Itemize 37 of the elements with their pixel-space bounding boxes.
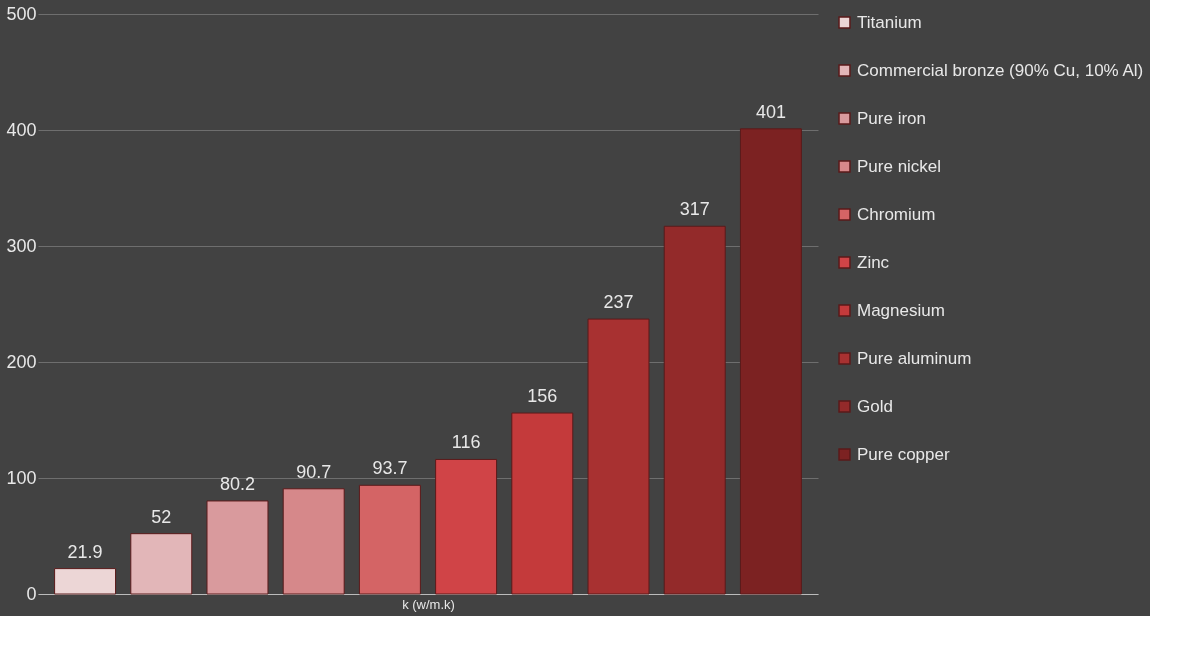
legend-label: Zinc xyxy=(857,252,890,272)
bar xyxy=(663,225,726,595)
legend-label: Titanium xyxy=(857,12,922,32)
legend-label: Magnesium xyxy=(857,300,945,320)
legend-label: Pure aluminum xyxy=(857,348,972,368)
bar xyxy=(435,458,498,595)
data-label: 52 xyxy=(151,506,172,527)
data-label: 317 xyxy=(679,199,710,220)
bar xyxy=(739,128,802,595)
data-label: 80.2 xyxy=(219,473,256,494)
bar xyxy=(511,412,574,595)
data-label: 237 xyxy=(603,292,634,313)
data-label: 156 xyxy=(527,386,558,407)
legend-label: Commercial bronze (90% Cu, 10% Al) xyxy=(857,60,1144,80)
bar xyxy=(282,488,345,595)
x-axis-title: k (w/m.k) xyxy=(402,596,455,612)
data-label: 90.7 xyxy=(296,461,332,482)
legend-label: Pure iron xyxy=(857,108,926,128)
data-label: 401 xyxy=(755,101,786,122)
bar xyxy=(358,484,421,595)
bar xyxy=(54,568,117,595)
y-tick-label: 300 xyxy=(6,235,37,256)
data-label: 93.7 xyxy=(372,458,408,479)
data-label: 116 xyxy=(451,432,481,453)
y-tick-label: 100 xyxy=(6,467,37,488)
y-tick-label: 400 xyxy=(6,119,37,140)
data-label: 21.9 xyxy=(67,541,103,562)
legend-label: Gold xyxy=(857,396,893,416)
legend-label: Pure nickel xyxy=(857,156,942,176)
bar xyxy=(587,318,650,595)
y-tick-label: 0 xyxy=(26,583,37,604)
legend-label: Chromium xyxy=(857,204,936,224)
y-tick-label: 200 xyxy=(6,351,37,372)
bar xyxy=(206,500,269,595)
y-tick-label: 500 xyxy=(6,3,37,24)
bar xyxy=(130,533,193,595)
legend-label: Pure copper xyxy=(857,444,950,464)
